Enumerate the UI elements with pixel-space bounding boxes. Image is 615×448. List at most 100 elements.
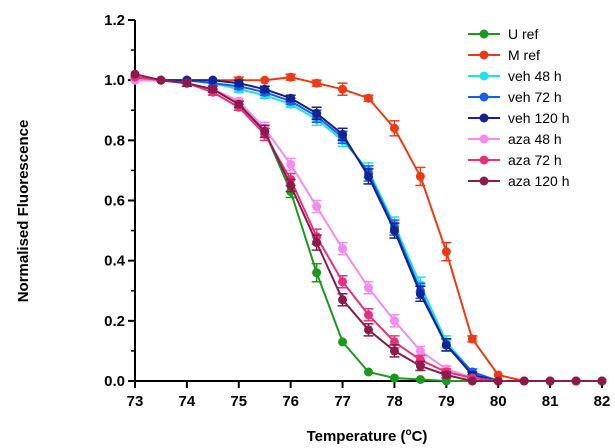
- data-point: [338, 84, 348, 94]
- x-tick-label: 82: [594, 393, 611, 410]
- data-point: [389, 316, 399, 326]
- data-point: [364, 310, 373, 320]
- data-point: [389, 337, 399, 347]
- data-point: [286, 159, 296, 169]
- x-tick-label: 79: [438, 393, 455, 410]
- data-point: [415, 289, 425, 299]
- data-point: [571, 376, 581, 386]
- data-point: [338, 295, 348, 305]
- data-point: [389, 346, 399, 356]
- legend-swatch-marker: [479, 29, 489, 39]
- legend-label: aza 120 h: [508, 173, 570, 189]
- legend-label: veh 120 h: [508, 110, 570, 126]
- data-point: [312, 108, 322, 118]
- data-point: [415, 374, 425, 384]
- data-point: [260, 126, 270, 136]
- data-point: [156, 75, 166, 85]
- y-tick-label: 0.8: [104, 132, 125, 149]
- x-tick-label: 78: [386, 393, 403, 410]
- data-point: [415, 346, 425, 356]
- data-point: [441, 247, 451, 257]
- data-point: [260, 75, 270, 85]
- data-point: [312, 78, 322, 88]
- data-point: [286, 180, 296, 190]
- legend-item: veh 48 h: [468, 68, 562, 84]
- series-aza-120-h: [130, 69, 607, 386]
- data-point: [260, 84, 270, 94]
- legend-item: aza 72 h: [468, 152, 562, 168]
- data-point: [415, 361, 425, 371]
- series-layer: [130, 69, 607, 386]
- y-tick-label: 0.4: [104, 253, 126, 270]
- axes: 0.0 0.2 0.4 0.6 0.8 1.0 1.2 73 74 75 76 77 78 79 80 81 8…: [104, 12, 610, 410]
- data-point: [545, 376, 555, 386]
- data-point: [182, 78, 192, 88]
- legend-label: veh 72 h: [508, 89, 562, 105]
- legend-item: aza 48 h: [468, 131, 562, 147]
- data-point: [415, 171, 425, 181]
- legend-swatch-marker: [479, 113, 489, 123]
- legend-label: M ref: [508, 47, 540, 63]
- y-tick-label: 0.0: [104, 373, 125, 390]
- data-point: [338, 277, 348, 287]
- legend-swatch-marker: [479, 155, 489, 165]
- x-tick-label: 77: [334, 393, 351, 410]
- legend-item: veh 72 h: [468, 89, 562, 105]
- data-point: [312, 238, 322, 248]
- legend-swatch-marker: [479, 50, 489, 60]
- y-tick-label: 0.2: [104, 313, 125, 330]
- legend-label: aza 48 h: [508, 131, 562, 147]
- data-point: [364, 171, 373, 181]
- y-tick-label: 1.0: [104, 72, 125, 89]
- legend-swatch-marker: [479, 71, 489, 81]
- y-tick-label: 0.6: [104, 193, 125, 210]
- data-point: [597, 376, 607, 386]
- data-point: [338, 244, 348, 254]
- data-point: [364, 367, 373, 377]
- x-tick-label: 75: [230, 393, 247, 410]
- legend-swatch-marker: [479, 92, 489, 102]
- data-point: [312, 202, 322, 212]
- legend-item: U ref: [468, 26, 538, 42]
- x-tick-label: 81: [542, 393, 559, 410]
- x-axis-title-unit: C): [412, 428, 428, 445]
- x-tick-label: 73: [127, 393, 144, 410]
- data-point: [234, 78, 244, 88]
- data-point: [286, 72, 296, 82]
- y-axis-title: Normalised Fluorescence: [15, 120, 32, 303]
- data-point: [364, 283, 373, 293]
- legend-swatch-marker: [479, 176, 489, 186]
- data-point: [286, 93, 296, 103]
- legend-label: aza 72 h: [508, 152, 562, 168]
- data-point: [338, 129, 348, 139]
- data-point: [389, 123, 399, 133]
- data-point: [441, 370, 451, 380]
- legend: U ref M ref veh 48 h veh 72 h veh 120 h aza 4…: [468, 26, 570, 189]
- data-point: [493, 376, 503, 386]
- x-axis-title: Temperature (oC): [307, 427, 428, 445]
- data-point: [519, 376, 529, 386]
- data-point: [364, 93, 373, 103]
- legend-item: M ref: [468, 47, 540, 63]
- data-point: [389, 373, 399, 383]
- x-tick-label: 80: [490, 393, 507, 410]
- x-axis-title-superscript: o: [405, 427, 411, 438]
- legend-swatch-marker: [479, 134, 489, 144]
- x-tick-label: 76: [282, 393, 299, 410]
- legend-label: U ref: [508, 26, 538, 42]
- legend-item: aza 120 h: [468, 173, 570, 189]
- data-point: [467, 334, 477, 344]
- data-point: [364, 325, 373, 335]
- data-point: [208, 75, 218, 85]
- y-tick-label: 1.2: [104, 12, 125, 29]
- data-point: [312, 268, 322, 278]
- legend-label: veh 48 h: [508, 68, 562, 84]
- data-point: [130, 69, 140, 79]
- x-axis-title-text: Temperature (: [307, 428, 406, 445]
- data-point: [441, 340, 451, 350]
- legend-item: veh 120 h: [468, 110, 570, 126]
- data-point: [389, 226, 399, 236]
- data-point: [234, 99, 244, 109]
- data-point: [208, 84, 218, 94]
